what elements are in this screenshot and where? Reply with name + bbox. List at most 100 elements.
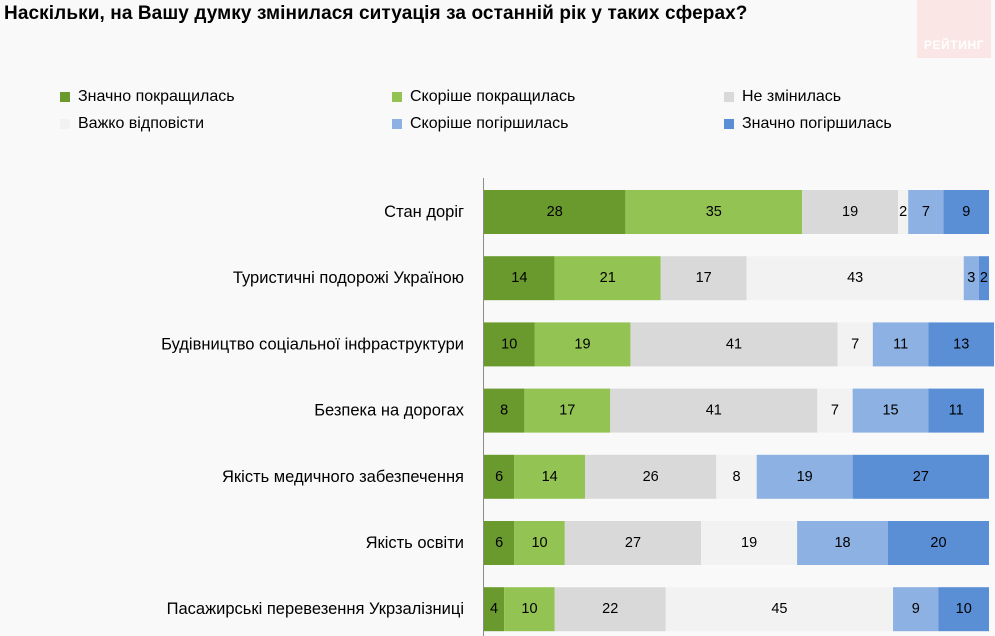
bar-segment <box>928 388 984 433</box>
bar-segment <box>484 454 515 499</box>
legend-label: Важко відповісти <box>78 115 205 132</box>
data-label: 2 <box>899 204 907 220</box>
legend-swatch <box>392 92 402 102</box>
data-label: 7 <box>851 336 859 352</box>
legend-swatch <box>60 92 70 102</box>
data-label: 10 <box>531 535 547 551</box>
bar-segment <box>872 322 929 367</box>
bar-segment <box>701 521 798 565</box>
data-label: 2 <box>980 270 988 286</box>
data-label: 19 <box>842 204 858 220</box>
data-label: 14 <box>511 270 527 286</box>
data-label: 14 <box>542 469 558 485</box>
bar-segment <box>963 256 979 301</box>
bar-segment <box>534 322 631 367</box>
legend-swatch <box>724 92 734 102</box>
bar-segment <box>797 521 888 565</box>
legend-item-worse: Скоріше погіршилась <box>392 115 568 133</box>
bar-segment <box>484 388 525 433</box>
legend-label: Скоріше погіршилась <box>410 115 569 132</box>
data-label: 4 <box>490 601 498 617</box>
data-label: 28 <box>547 204 563 220</box>
bar-segment <box>908 190 944 234</box>
bar-segment <box>898 190 909 234</box>
bar-segment <box>554 256 661 301</box>
legend-item-hard: Важко відповісти <box>60 115 204 133</box>
bar-segment <box>554 587 666 632</box>
bar-segment <box>585 454 717 499</box>
data-label: 10 <box>956 601 972 617</box>
data-label: 3 <box>967 270 975 286</box>
legend-swatch <box>724 119 734 129</box>
category-label: Безпека на дорогах <box>314 402 465 420</box>
category-label: Стан доріг <box>384 203 464 221</box>
data-label: 10 <box>501 336 517 352</box>
data-label: 6 <box>495 469 503 485</box>
bar-segment <box>817 388 853 433</box>
bar-segment <box>888 521 989 565</box>
data-label: 21 <box>600 270 616 286</box>
bar-segment <box>716 454 757 499</box>
data-label: 22 <box>602 601 618 617</box>
data-label: 11 <box>949 403 964 419</box>
bar-segment <box>524 388 611 433</box>
data-label: 9 <box>912 601 920 617</box>
legend-label: Не змінилась <box>742 88 842 105</box>
data-label: 8 <box>732 469 740 485</box>
rating-logo: РЕЙТИНГ <box>917 0 991 58</box>
data-label: 27 <box>625 535 641 551</box>
bar-segment <box>484 322 535 367</box>
legend-label: Значно покращилась <box>78 88 235 105</box>
data-label: 7 <box>922 204 930 220</box>
legend-item-better: Скоріше покращилась <box>392 88 575 106</box>
category-label: Якість освіти <box>366 534 464 552</box>
bar-segment <box>837 322 873 367</box>
category-label: Будівництво соціальної інфраструктури <box>161 335 464 353</box>
legend-item-same: Не змінилась <box>724 88 841 106</box>
category-label: Якість медичного забезпечення <box>222 468 464 486</box>
data-label: 6 <box>495 535 503 551</box>
bar-segment <box>665 587 894 632</box>
bar-segment <box>756 454 853 499</box>
data-label: 35 <box>706 204 722 220</box>
data-label: 13 <box>953 336 969 352</box>
data-label: 43 <box>847 270 863 286</box>
data-label: 41 <box>726 336 742 352</box>
data-label: 7 <box>831 403 839 419</box>
legend-swatch <box>60 119 70 129</box>
category-label: Пасажирські перевезення Укрзалізниці <box>167 600 464 618</box>
data-label: 41 <box>706 403 722 419</box>
legend-swatch <box>392 119 402 129</box>
legend-item-sig-better: Значно покращилась <box>60 88 235 106</box>
data-label: 19 <box>741 535 757 551</box>
data-label: 8 <box>500 403 508 419</box>
bar-segment <box>564 521 702 565</box>
data-label: 27 <box>913 469 929 485</box>
bar-segment <box>852 454 989 499</box>
bar-segment <box>625 190 803 234</box>
data-label: 9 <box>962 204 970 220</box>
bar-segment <box>978 256 989 301</box>
data-label: 10 <box>521 601 537 617</box>
legend-label: Скоріше покращилась <box>410 88 576 105</box>
data-label: 17 <box>559 403 575 419</box>
category-label: Туристичні подорожі Україною <box>233 269 464 287</box>
bar-segment <box>514 454 585 499</box>
bar-segment <box>504 587 555 632</box>
bar-segment <box>484 190 626 234</box>
bar-segment <box>943 190 989 234</box>
data-label: 11 <box>893 336 908 352</box>
data-label: 15 <box>882 403 898 419</box>
bar-segment <box>484 521 515 565</box>
bar-segment <box>610 388 818 433</box>
data-label: 45 <box>771 601 787 617</box>
data-label: 18 <box>834 535 850 551</box>
bar-segment <box>852 388 929 433</box>
bar-segment <box>630 322 838 367</box>
bar-segment <box>928 322 995 367</box>
legend-label: Значно погіршилась <box>742 115 892 132</box>
bar-segment <box>746 256 964 301</box>
bar-segment <box>660 256 747 301</box>
bar-segment <box>484 256 555 301</box>
